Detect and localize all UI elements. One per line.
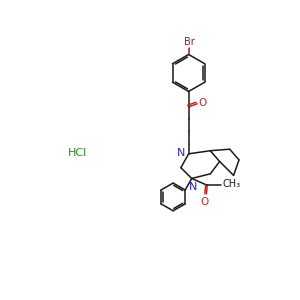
Text: N: N: [177, 148, 185, 158]
Text: Br: Br: [184, 37, 195, 47]
Text: CH₃: CH₃: [223, 179, 241, 189]
Text: O: O: [199, 98, 207, 108]
Text: N: N: [189, 182, 197, 191]
Text: HCl: HCl: [68, 148, 87, 158]
Text: O: O: [201, 197, 209, 207]
